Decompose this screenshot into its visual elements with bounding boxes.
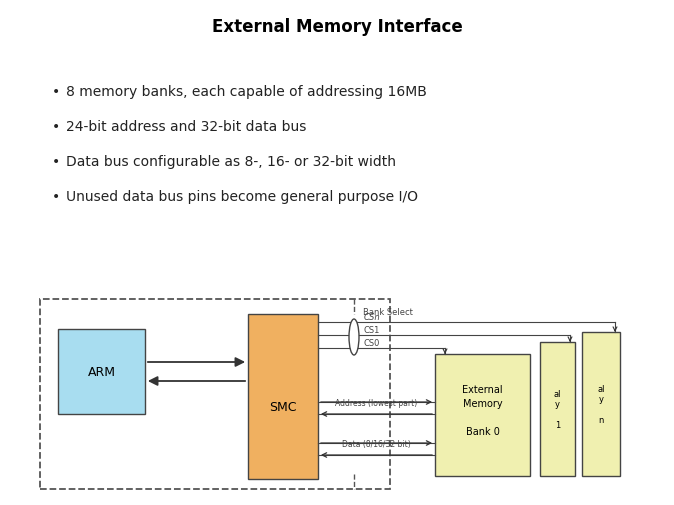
Text: •: • [52, 155, 60, 169]
Text: External Memory Interface: External Memory Interface [212, 18, 462, 36]
Text: External
Memory

Bank 0: External Memory Bank 0 [462, 384, 503, 436]
Ellipse shape [349, 319, 359, 356]
Text: CSn: CSn [364, 313, 381, 321]
Text: al
y

n: al y n [597, 384, 605, 424]
Text: Unused data bus pins become general purpose I/O: Unused data bus pins become general purp… [66, 189, 418, 204]
Text: al
y

1: al y 1 [554, 389, 561, 429]
Text: CS0: CS0 [364, 338, 380, 347]
Bar [248, 315, 318, 479]
Bar [435, 355, 530, 476]
Bar [40, 299, 390, 489]
Text: Data bus configurable as 8-, 16- or 32-bit width: Data bus configurable as 8-, 16- or 32-b… [66, 155, 396, 169]
Text: 24-bit address and 32-bit data bus: 24-bit address and 32-bit data bus [66, 120, 307, 134]
Text: Data (8/16/32 bit): Data (8/16/32 bit) [342, 439, 411, 448]
Text: Bank Select: Bank Select [363, 308, 413, 316]
Text: •: • [52, 120, 60, 134]
Text: •: • [52, 189, 60, 204]
Text: •: • [52, 85, 60, 99]
Bar [540, 342, 575, 476]
Text: CS1: CS1 [364, 325, 380, 334]
Bar [58, 329, 145, 414]
Text: Address (lowest part): Address (lowest part) [336, 398, 418, 407]
Text: 8 memory banks, each capable of addressing 16MB: 8 memory banks, each capable of addressi… [66, 85, 427, 99]
Text: ARM: ARM [88, 365, 115, 378]
Text: SMC: SMC [269, 400, 297, 413]
Bar [582, 332, 620, 476]
